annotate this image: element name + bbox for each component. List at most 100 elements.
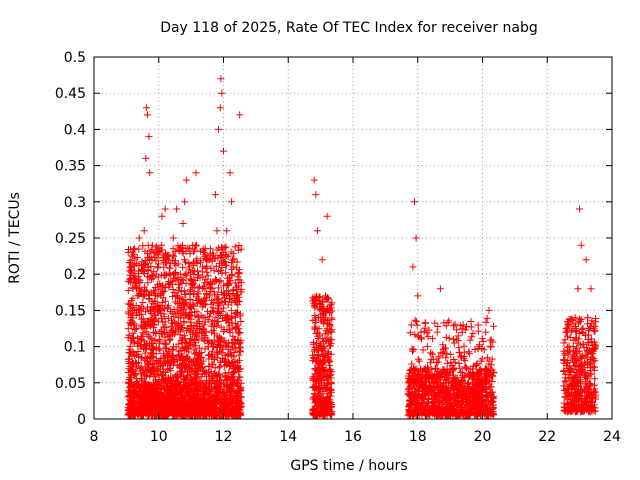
data-point [315, 363, 323, 371]
data-point [237, 288, 245, 296]
data-point [452, 405, 460, 413]
data-point [179, 367, 187, 375]
data-point [462, 401, 470, 408]
data-point [223, 401, 231, 409]
data-point [171, 399, 179, 407]
data-point [461, 326, 469, 334]
data-point [314, 351, 322, 359]
data-point [146, 342, 153, 350]
data-point [572, 349, 580, 357]
y-tick-label: 0.3 [64, 195, 86, 211]
data-point [222, 250, 230, 258]
data-point [584, 384, 592, 392]
data-point [150, 373, 158, 381]
data-point [437, 389, 445, 397]
data-point [137, 343, 145, 351]
data-point [146, 391, 154, 399]
data-point [490, 322, 497, 330]
data-point [312, 191, 320, 199]
data-point [176, 381, 183, 389]
data-point [140, 261, 148, 269]
data-point [423, 329, 431, 337]
data-point [411, 331, 419, 338]
data-point [480, 346, 488, 354]
data-point [436, 411, 444, 419]
data-point [196, 247, 204, 255]
data-point [216, 342, 224, 350]
x-tick-label: 16 [344, 429, 362, 445]
data-point [181, 335, 189, 343]
data-point [584, 375, 591, 383]
data-point [415, 357, 423, 365]
data-point [213, 227, 221, 235]
data-point [173, 373, 180, 381]
data-point [473, 360, 481, 368]
data-point [445, 334, 453, 342]
data-point [589, 350, 597, 358]
data-point [154, 254, 162, 262]
data-point [565, 401, 573, 408]
data-point [186, 328, 194, 336]
data-point [185, 357, 193, 365]
data-point [181, 298, 189, 306]
data-point [160, 252, 168, 260]
data-point [448, 378, 456, 386]
data-point [310, 176, 318, 184]
data-point [191, 246, 199, 254]
data-point [322, 292, 329, 300]
data-point [168, 319, 176, 327]
data-point [219, 338, 227, 346]
data-point [322, 365, 330, 373]
data-point [221, 369, 229, 377]
data-point [227, 307, 235, 315]
data-point [207, 353, 215, 361]
data-point [483, 314, 491, 322]
y-tick-label: 0.1 [64, 340, 86, 356]
data-point [326, 396, 334, 404]
data-point [202, 264, 210, 272]
data-point [570, 403, 578, 411]
data-point [486, 383, 494, 391]
data-point [149, 272, 157, 280]
data-point [160, 310, 168, 318]
data-point [461, 356, 469, 364]
data-point [208, 318, 216, 326]
data-point [463, 390, 471, 397]
data-point [442, 333, 450, 341]
data-point [418, 382, 426, 390]
data-point [446, 400, 454, 408]
data-point [481, 373, 489, 381]
data-point [316, 299, 324, 307]
data-point [158, 306, 166, 314]
data-point [218, 288, 226, 296]
data-point [571, 393, 579, 401]
data-point [124, 300, 132, 308]
data-point [468, 333, 476, 341]
data-point [411, 316, 419, 324]
data-point [478, 403, 486, 411]
data-point [572, 379, 580, 387]
data-point [218, 297, 226, 305]
data-point [176, 356, 184, 364]
data-point [566, 334, 574, 341]
data-point [159, 383, 167, 391]
data-point [190, 301, 198, 309]
data-point [138, 266, 145, 274]
data-point [153, 356, 161, 364]
data-point [171, 318, 179, 326]
data-point [567, 390, 575, 398]
data-point [142, 321, 150, 329]
data-point [419, 346, 427, 354]
data-point [165, 374, 172, 382]
data-point [144, 264, 152, 272]
data-point [199, 313, 207, 321]
data-point [584, 314, 592, 322]
data-point [132, 350, 140, 358]
data-point [214, 410, 222, 418]
data-point [203, 386, 211, 394]
data-point [323, 379, 331, 387]
data-point [326, 406, 334, 414]
data-point [137, 370, 145, 378]
data-point [327, 408, 335, 416]
